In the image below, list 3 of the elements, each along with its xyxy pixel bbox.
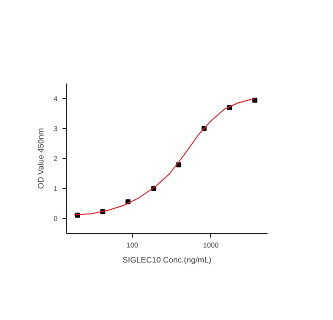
point xyxy=(252,98,258,103)
x-axis-title: SIGLEC10 Conc.(ng/mL) xyxy=(122,256,212,264)
y-axis-title: OD Value 450nm xyxy=(36,128,46,189)
